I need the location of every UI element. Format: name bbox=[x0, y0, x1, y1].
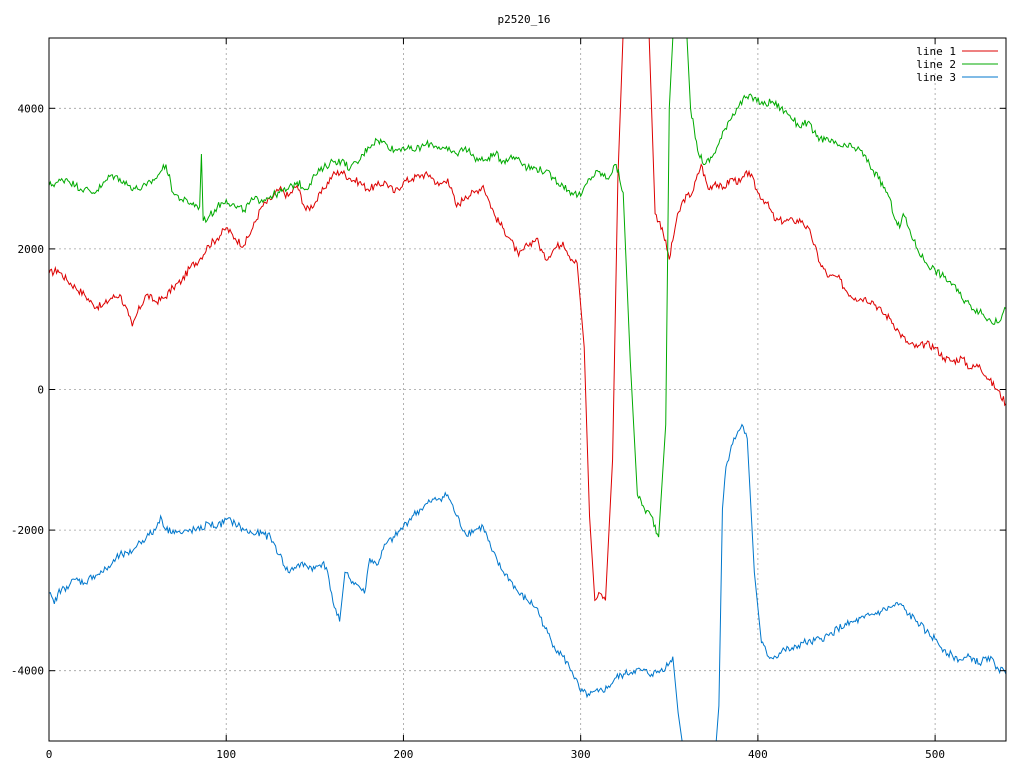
y-tick-label: 2000 bbox=[18, 243, 45, 256]
x-tick-label: 400 bbox=[748, 748, 768, 761]
legend-label-1: line 1 bbox=[916, 45, 956, 58]
chart-title: p2520_16 bbox=[498, 13, 551, 26]
plot-frame bbox=[48, 37, 1007, 742]
x-tick-label: 200 bbox=[394, 748, 414, 761]
y-tick-label: 4000 bbox=[18, 102, 45, 115]
series-line-3 bbox=[49, 423, 1006, 741]
y-tick-label: -4000 bbox=[11, 665, 44, 678]
series-group bbox=[49, 38, 1006, 741]
x-tick-label: 0 bbox=[46, 748, 53, 761]
legend-label-3: line 3 bbox=[916, 71, 956, 84]
series-line-1 bbox=[49, 38, 1006, 602]
legend-label-2: line 2 bbox=[916, 58, 956, 71]
axis-ticks: 0 100 200 300 400 500 -4000 -2000 0 2000 4000 bbox=[11, 38, 1006, 761]
x-tick-label: 300 bbox=[571, 748, 591, 761]
grid bbox=[49, 38, 1006, 741]
series-line-2 bbox=[49, 38, 1006, 538]
x-tick-label: 100 bbox=[216, 748, 236, 761]
y-tick-label: -2000 bbox=[11, 524, 44, 537]
x-tick-label: 500 bbox=[925, 748, 945, 761]
y-tick-label: 0 bbox=[37, 384, 44, 397]
